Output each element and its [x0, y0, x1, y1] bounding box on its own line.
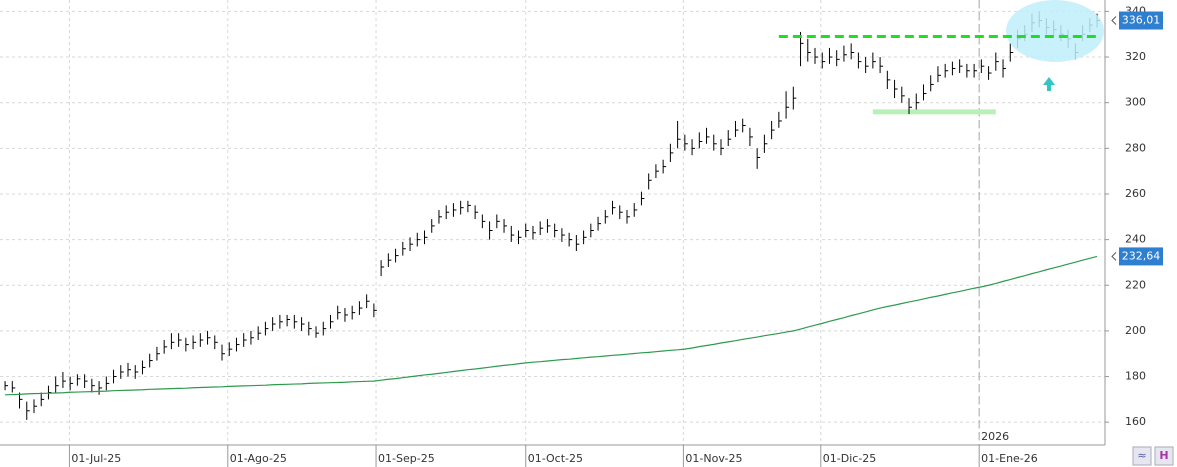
button[interactable]	[1132, 446, 1152, 466]
tag-pointer	[1111, 16, 1117, 25]
x-tick-label: 01-Sep-25	[378, 452, 435, 465]
x-tick-label: 01-Dic-25	[823, 452, 877, 465]
plot	[4, 11, 1101, 420]
y-tick-label: 220	[1125, 278, 1146, 291]
tag-pointer	[1111, 252, 1117, 261]
button[interactable]	[1154, 446, 1174, 466]
y-tick-label: 280	[1125, 141, 1146, 154]
highlight-ellipse	[1006, 0, 1104, 62]
y-tick-label: 160	[1125, 415, 1146, 428]
y-tick-label: 200	[1125, 324, 1146, 337]
y-tick-label: 180	[1125, 370, 1146, 383]
price-tag	[1119, 11, 1163, 30]
y-tick-label: 300	[1125, 96, 1146, 109]
y-tick-label: 320	[1125, 50, 1146, 63]
x-tick-label: 01-Nov-25	[685, 452, 742, 465]
x-tick-label: 01-Oct-25	[528, 452, 583, 465]
x-tick-label: 01-Ene-26	[981, 452, 1038, 465]
price-tag-label: 232,64	[1122, 249, 1161, 262]
arrow-up	[1043, 77, 1055, 91]
button-icon: H	[1159, 449, 1168, 462]
price-tag	[1119, 247, 1163, 266]
y-tick-label: 260	[1125, 187, 1146, 200]
x-tick-label: 01-Jul-25	[71, 452, 121, 465]
year-label: 2026	[981, 430, 1009, 443]
moving-average	[5, 255, 1098, 396]
y-tick-label: 240	[1125, 233, 1146, 246]
grid	[0, 0, 1105, 445]
x-tick-label: 01-Ago-25	[230, 452, 287, 465]
price-tag-label: 336,01	[1122, 14, 1161, 27]
button-icon: ≈	[1137, 449, 1146, 462]
